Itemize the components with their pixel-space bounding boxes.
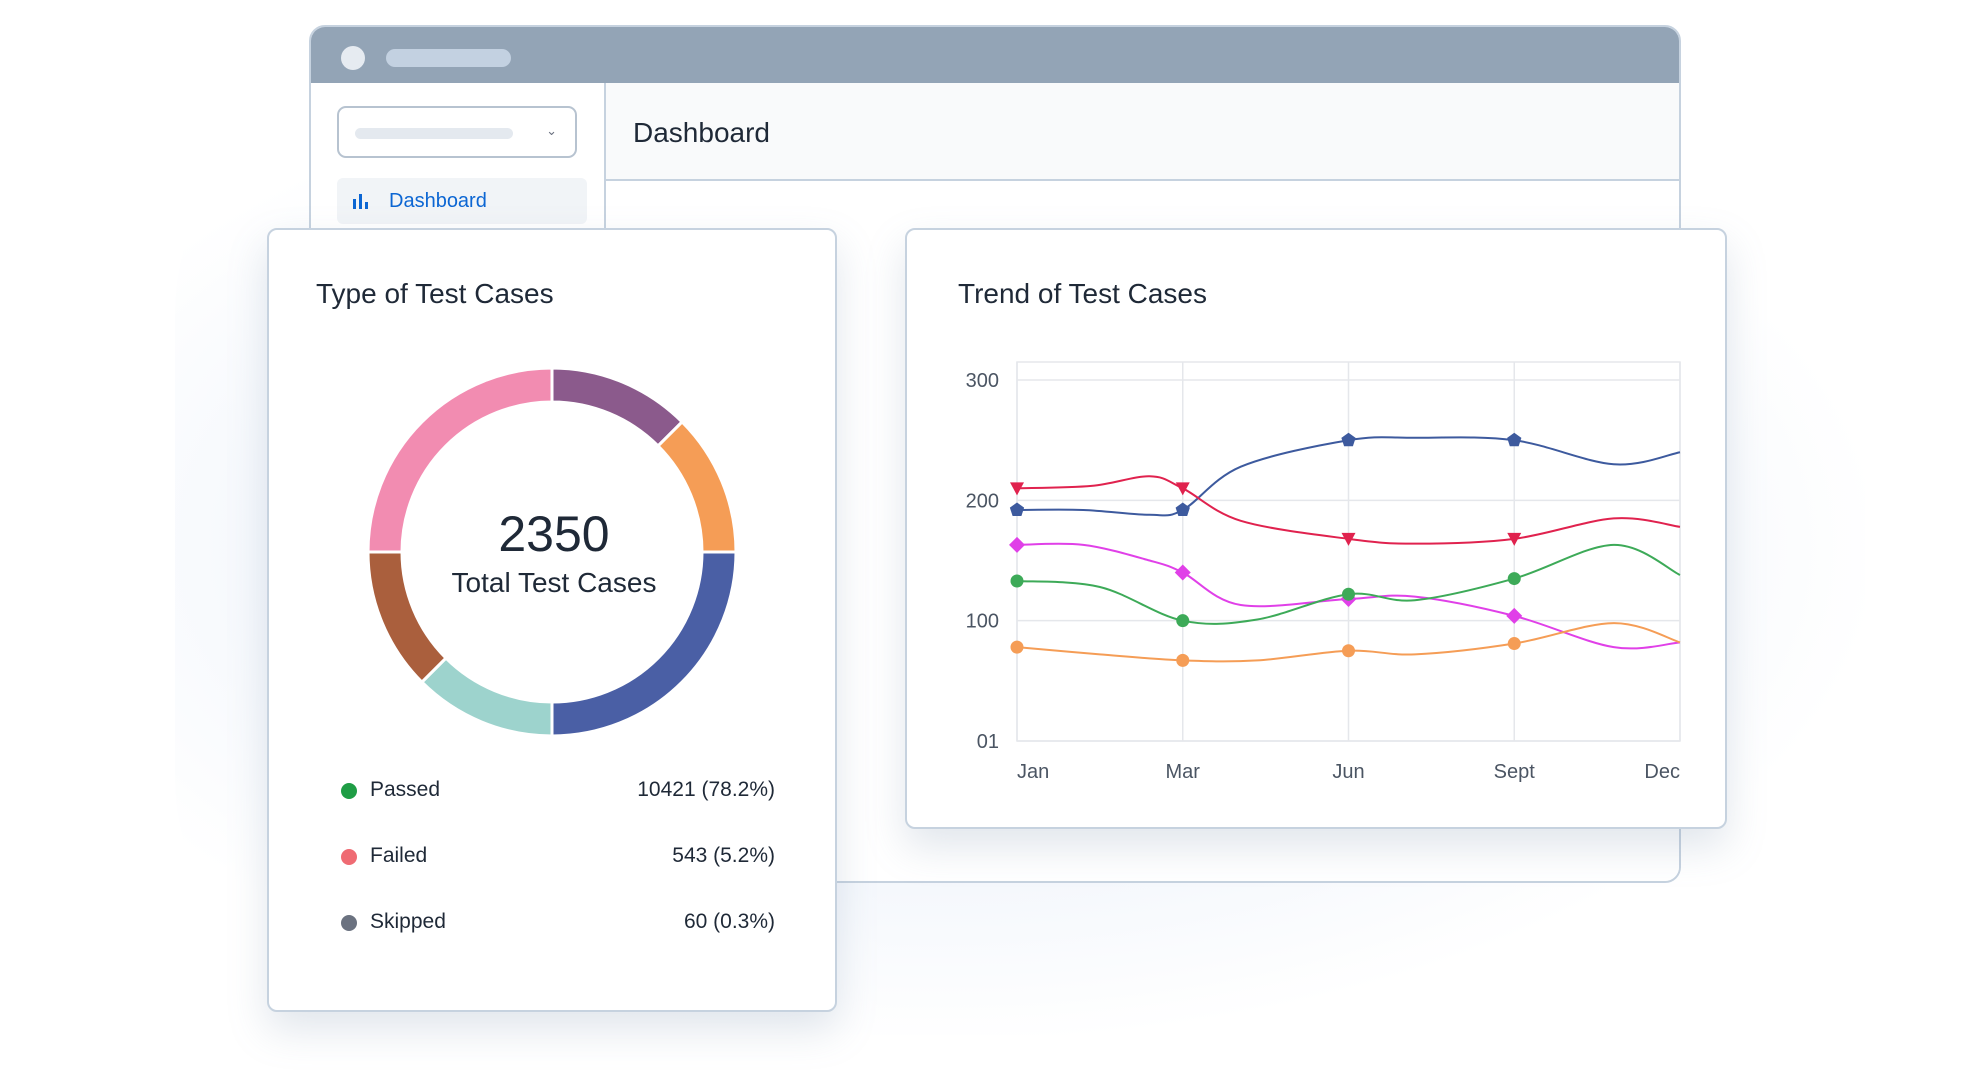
line-chart: 01 100 200 300 Jan Mar Jun Sept Dec bbox=[966, 361, 1681, 783]
x-tick-label: Dec bbox=[1644, 761, 1680, 783]
legend-dot bbox=[341, 849, 357, 865]
type-of-test-cases-card: Type of Test Cases 2350 Total Test Cases… bbox=[267, 228, 837, 1012]
data-point-1-3[interactable] bbox=[1507, 532, 1522, 546]
data-point-4-3[interactable] bbox=[1507, 637, 1521, 651]
y-tick-label: 100 bbox=[966, 611, 999, 633]
donut-chart bbox=[366, 366, 738, 738]
chevron-down-icon: ⌄ bbox=[546, 123, 557, 138]
data-point-3-3[interactable] bbox=[1507, 572, 1521, 586]
donut-slice-3[interactable] bbox=[419, 655, 554, 738]
trend-of-test-cases-card: Trend of Test Cases 01 100 200 300 Jan Mar Jun… bbox=[905, 228, 1727, 829]
card-title: Trend of Test Cases bbox=[958, 278, 1208, 309]
legend-value: 10421 (78.2%) bbox=[637, 778, 775, 801]
legend-dot bbox=[341, 783, 357, 799]
legend-dot bbox=[341, 915, 357, 931]
data-point-2-0[interactable] bbox=[1009, 536, 1025, 553]
data-point-0-2[interactable] bbox=[1341, 432, 1356, 447]
x-tick-label: Sept bbox=[1494, 761, 1536, 783]
data-point-2-1[interactable] bbox=[1174, 564, 1191, 581]
y-tick-label: 300 bbox=[966, 370, 999, 392]
data-point-4-0[interactable] bbox=[1010, 640, 1024, 654]
sidebar-item-label: Dashboard bbox=[389, 189, 487, 212]
series-line-0 bbox=[1016, 436, 1681, 517]
data-point-1-1[interactable] bbox=[1175, 482, 1190, 496]
sidebar-item-dashboard[interactable]: Dashboard bbox=[337, 178, 587, 224]
data-point-3-0[interactable] bbox=[1010, 574, 1024, 588]
legend-item-skipped: Skipped 60 (0.3%) bbox=[341, 907, 775, 937]
legend-label: Skipped bbox=[370, 910, 446, 933]
legend-value: 60 (0.3%) bbox=[683, 910, 775, 933]
donut-slice-5[interactable] bbox=[366, 366, 554, 554]
main-header: Dashboard bbox=[606, 83, 1679, 181]
window-control-dot[interactable] bbox=[341, 46, 365, 70]
data-point-0-3[interactable] bbox=[1507, 432, 1522, 447]
card-title: Type of Test Cases bbox=[316, 278, 554, 309]
window-title-placeholder bbox=[386, 49, 511, 67]
series-line-1 bbox=[1016, 475, 1681, 545]
data-point-0-1[interactable] bbox=[1175, 502, 1190, 517]
data-point-3-2[interactable] bbox=[1342, 587, 1355, 601]
legend-label: Failed bbox=[370, 844, 428, 867]
data-point-1-2[interactable] bbox=[1341, 532, 1356, 546]
data-point-4-2[interactable] bbox=[1342, 644, 1355, 658]
x-tick-label: Jun bbox=[1332, 761, 1364, 783]
data-point-2-3[interactable] bbox=[1506, 607, 1523, 624]
legend-value: 543 (5.2%) bbox=[672, 844, 775, 867]
data-point-4-1[interactable] bbox=[1176, 653, 1190, 667]
data-point-0-0[interactable] bbox=[1009, 502, 1025, 517]
data-point-3-1[interactable] bbox=[1176, 614, 1190, 628]
data-point-1-0[interactable] bbox=[1010, 482, 1024, 496]
x-tick-label: Jan bbox=[1017, 761, 1049, 783]
window-titlebar bbox=[311, 27, 1679, 83]
bar-chart-icon bbox=[353, 194, 368, 209]
donut-slice-0[interactable] bbox=[550, 366, 685, 449]
total-label: Total Test Cases bbox=[451, 567, 657, 598]
project-select[interactable]: ⌄ bbox=[337, 106, 577, 158]
legend-item-passed: Passed 10421 (78.2%) bbox=[341, 775, 775, 805]
page-title: Dashboard bbox=[633, 117, 770, 148]
x-tick-label: Mar bbox=[1166, 761, 1201, 783]
y-tick-label: 200 bbox=[966, 490, 999, 512]
select-value-placeholder bbox=[355, 128, 513, 139]
y-tick-label: 01 bbox=[977, 731, 999, 753]
legend-item-failed: Failed 543 (5.2%) bbox=[341, 841, 775, 871]
legend-label: Passed bbox=[370, 778, 441, 801]
total-count: 2350 bbox=[498, 506, 610, 562]
